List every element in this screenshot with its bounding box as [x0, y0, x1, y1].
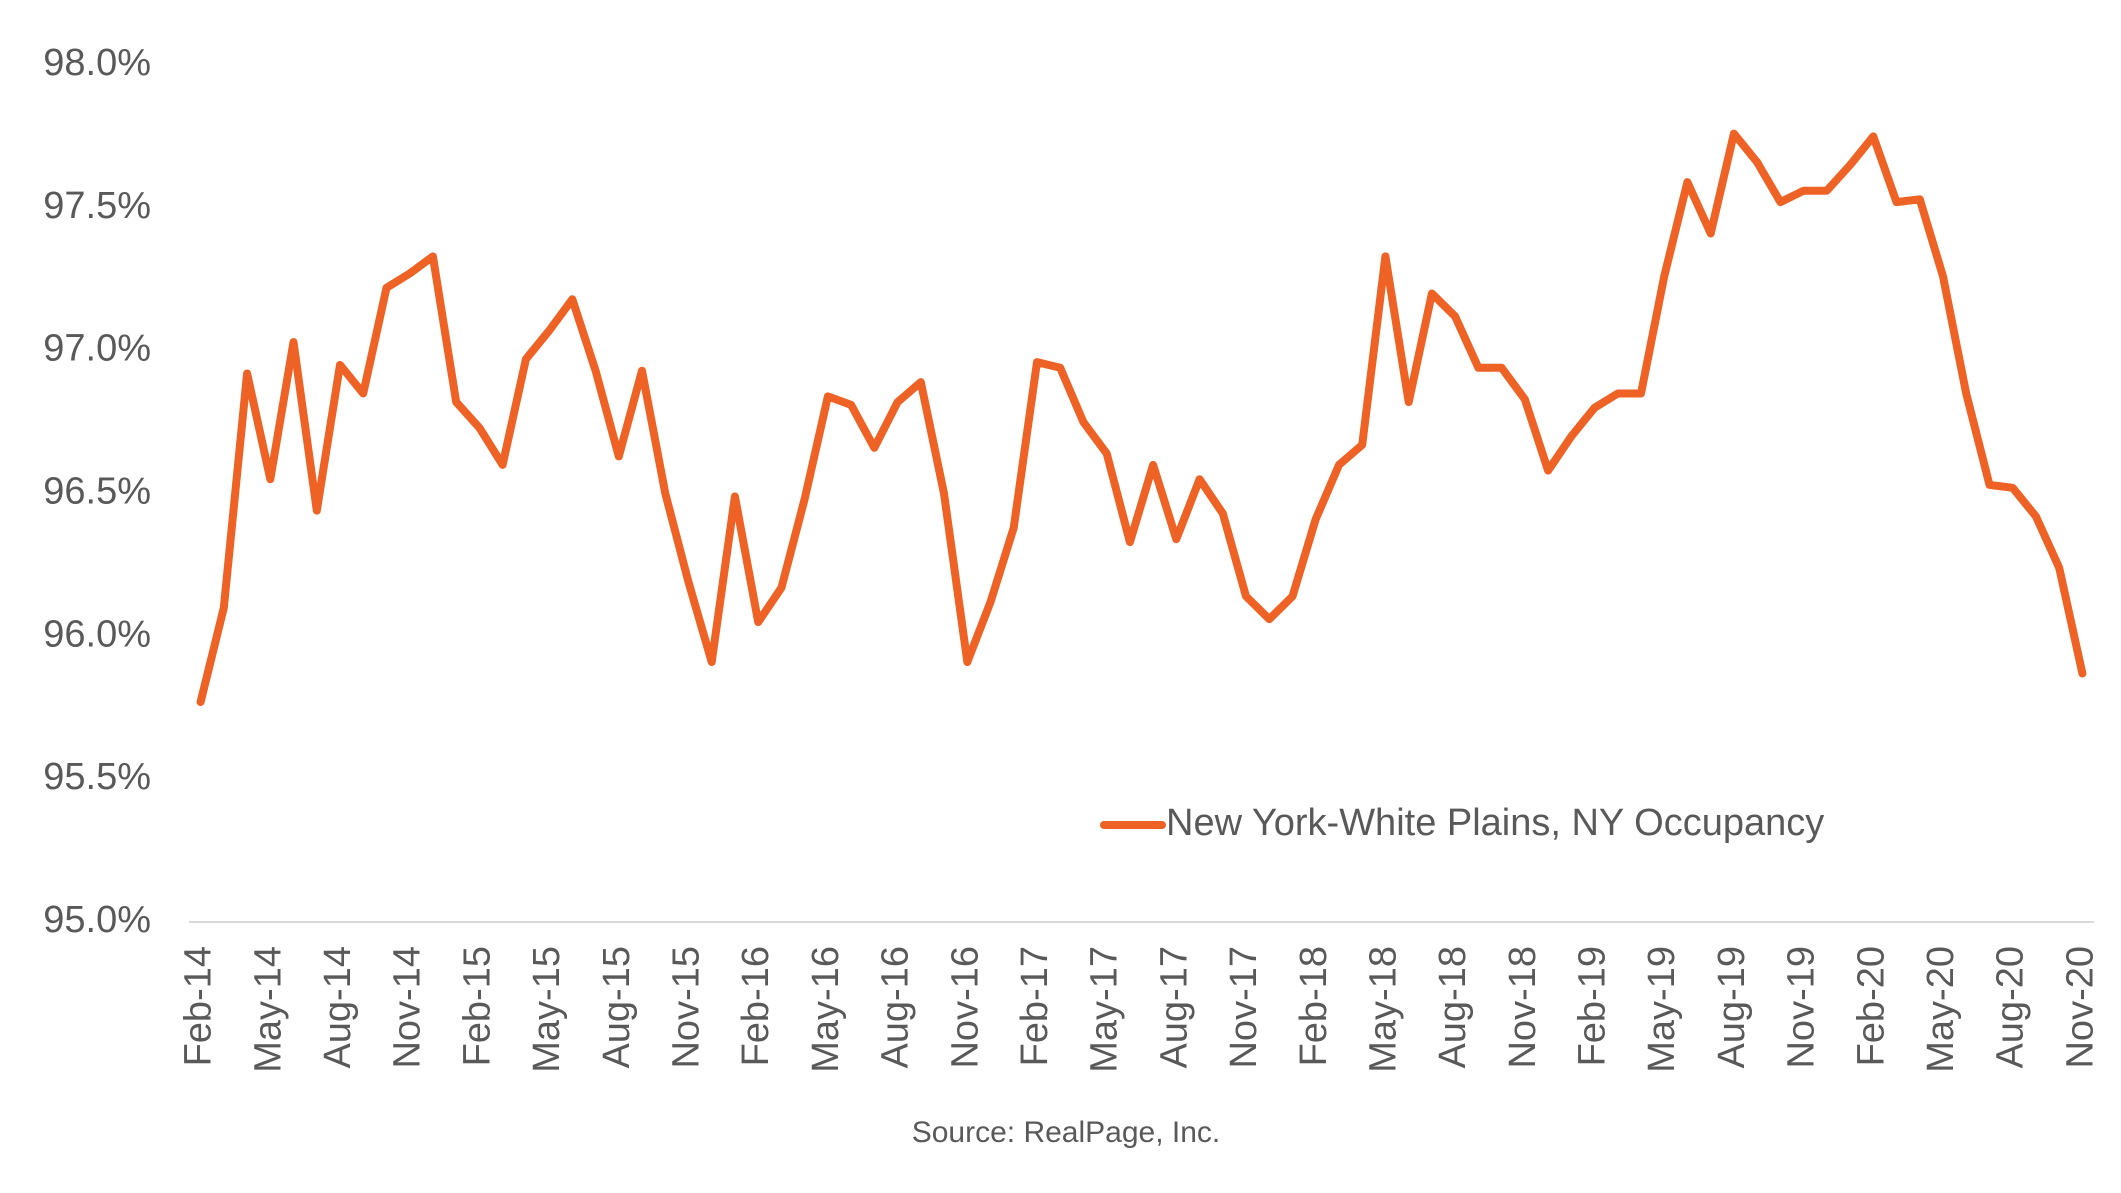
y-tick-label: 98.0%	[43, 42, 151, 84]
y-tick-label: 96.5%	[43, 471, 151, 513]
x-tick-label: Feb-16	[735, 946, 777, 1066]
x-tick-label: Feb-17	[1014, 946, 1056, 1066]
x-tick-label: May-15	[526, 946, 568, 1073]
x-tick-label: Nov-15	[666, 946, 708, 1069]
x-tick-label: Aug-16	[875, 946, 917, 1069]
x-tick-label: Aug-14	[317, 946, 359, 1069]
x-tick-label: Feb-20	[1850, 946, 1892, 1066]
x-tick-label: May-17	[1084, 946, 1126, 1073]
legend-label: New York-White Plains, NY Occupancy	[1166, 802, 1824, 844]
x-tick-label: Feb-18	[1293, 946, 1335, 1066]
x-tick-label: Aug-20	[1990, 946, 2032, 1069]
x-tick-label: Aug-19	[1711, 946, 1753, 1069]
x-tick-label: Nov-14	[387, 946, 429, 1069]
y-tick-label: 95.5%	[43, 756, 151, 798]
y-tick-label: 96.0%	[43, 613, 151, 655]
x-tick-label: Feb-19	[1572, 946, 1614, 1066]
x-tick-label: May-19	[1641, 946, 1683, 1073]
x-tick-label: May-18	[1362, 946, 1404, 1073]
y-tick-label: 97.0%	[43, 328, 151, 370]
x-tick-label: Nov-20	[2059, 946, 2101, 1069]
x-tick-label: May-20	[1920, 946, 1962, 1073]
x-tick-label: May-16	[805, 946, 847, 1073]
source-note: Source: RealPage, Inc.	[912, 1116, 1221, 1149]
x-tick-label: Nov-16	[944, 946, 986, 1069]
y-tick-label: 95.0%	[43, 899, 151, 941]
x-tick-label: May-14	[247, 946, 289, 1073]
x-tick-label: Aug-15	[596, 946, 638, 1069]
x-tick-label: Feb-15	[456, 946, 498, 1066]
x-tick-label: Nov-19	[1781, 946, 1823, 1069]
x-tick-label: Aug-18	[1432, 946, 1474, 1069]
x-tick-label: Nov-17	[1223, 946, 1265, 1069]
x-tick-label: Aug-17	[1153, 946, 1195, 1069]
x-tick-label: Feb-14	[178, 946, 220, 1066]
series-line	[196, 129, 2087, 706]
y-tick-label: 97.5%	[43, 185, 151, 227]
x-tick-label: Nov-18	[1502, 946, 1544, 1069]
